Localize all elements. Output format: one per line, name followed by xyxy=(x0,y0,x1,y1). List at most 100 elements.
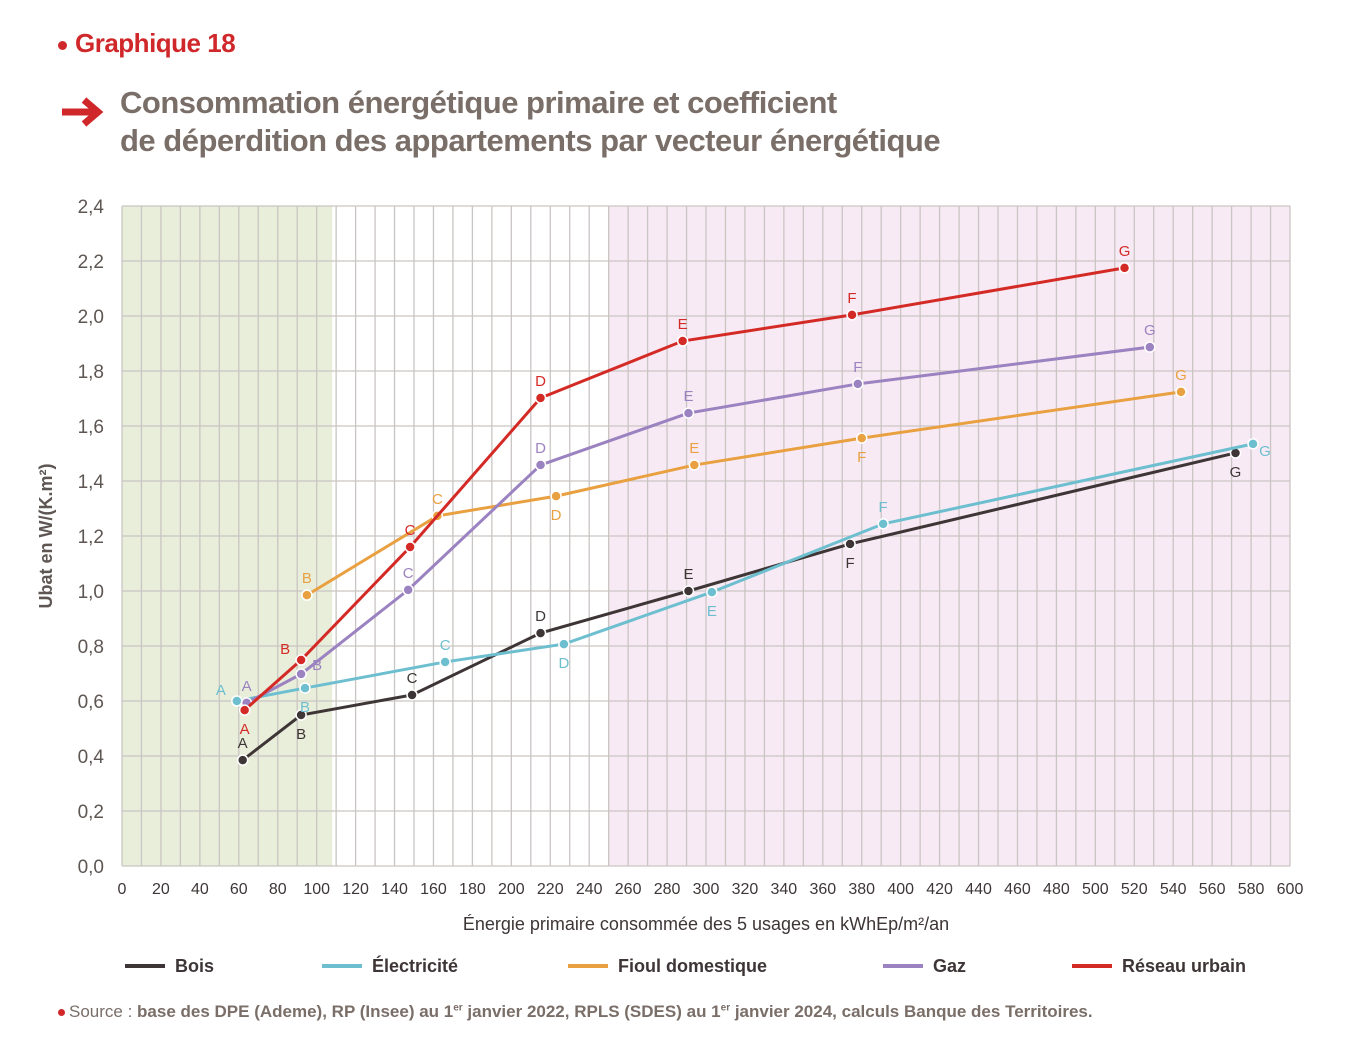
x-tick-label: 520 xyxy=(1121,881,1148,898)
data-point xyxy=(1175,386,1187,398)
point-label: F xyxy=(845,555,854,572)
point-label: C xyxy=(440,637,451,654)
data-point xyxy=(1247,438,1259,450)
data-point xyxy=(295,668,307,680)
x-tick-label: 400 xyxy=(887,881,914,898)
y-tick-label: 2,0 xyxy=(78,307,104,328)
data-point xyxy=(558,638,570,650)
point-label: D xyxy=(535,373,546,390)
data-point xyxy=(299,682,311,694)
data-point xyxy=(406,689,418,701)
data-point xyxy=(844,538,856,550)
point-label: B xyxy=(312,657,322,674)
y-tick-label: 1,2 xyxy=(78,527,104,548)
chart-title: Consommation énergétique primaire et coe… xyxy=(120,84,941,160)
x-tick-label: 20 xyxy=(152,881,170,898)
point-label: G xyxy=(1259,443,1271,460)
bullet-icon xyxy=(58,1009,65,1017)
data-point xyxy=(295,709,307,721)
y-axis-label: Ubat en W/(K.m²) xyxy=(36,464,56,609)
data-point xyxy=(550,490,562,502)
x-tick-label: 480 xyxy=(1043,881,1070,898)
y-tick-label: 0,6 xyxy=(78,692,104,713)
legend-label: Réseau urbain xyxy=(1122,956,1246,976)
data-point xyxy=(404,541,416,553)
y-tick-label: 0,2 xyxy=(78,802,104,823)
data-point xyxy=(301,589,313,601)
point-label: A xyxy=(242,678,252,695)
y-tick-label: 0,0 xyxy=(78,857,104,878)
legend-label: Bois xyxy=(175,956,214,976)
point-label: E xyxy=(689,440,699,457)
x-tick-label: 340 xyxy=(771,881,798,898)
point-label: E xyxy=(707,603,717,620)
x-tick-label: 160 xyxy=(420,881,447,898)
x-tick-label: 40 xyxy=(191,881,209,898)
data-point xyxy=(846,309,858,321)
x-tick-label: 380 xyxy=(848,881,875,898)
x-tick-label: 100 xyxy=(303,881,330,898)
point-label: G xyxy=(1175,367,1187,384)
data-point xyxy=(1144,341,1156,353)
x-tick-label: 580 xyxy=(1238,881,1265,898)
point-label: B xyxy=(300,699,310,716)
x-tick-label: 260 xyxy=(615,881,642,898)
data-point xyxy=(877,518,889,530)
x-tick-label: 360 xyxy=(809,881,836,898)
source-label: Source : xyxy=(69,1002,133,1021)
x-tick-label: 600 xyxy=(1277,881,1304,898)
point-label: G xyxy=(1144,322,1156,339)
data-point xyxy=(534,459,547,471)
point-label: D xyxy=(551,507,562,524)
data-point xyxy=(534,627,547,639)
source-text: janvier 2022, RPLS (SDES) au 1 xyxy=(462,1002,721,1021)
x-tick-label: 280 xyxy=(654,881,681,898)
point-label: D xyxy=(535,440,546,457)
data-point xyxy=(682,407,695,419)
x-tick-label: 120 xyxy=(342,881,369,898)
point-label: B xyxy=(302,570,312,587)
data-point xyxy=(238,704,251,716)
x-tick-label: 180 xyxy=(459,881,486,898)
data-point xyxy=(676,335,689,347)
point-label: B xyxy=(280,641,290,658)
legend-label: Fioul domestique xyxy=(618,956,767,976)
point-label: D xyxy=(558,655,569,672)
sup: er xyxy=(453,1002,463,1014)
y-tick-label: 1,0 xyxy=(78,582,104,603)
x-tick-label: 460 xyxy=(1004,881,1031,898)
data-point xyxy=(852,378,864,390)
point-label: A xyxy=(216,682,226,699)
data-point xyxy=(295,654,307,666)
sup: er xyxy=(720,1002,731,1014)
point-label: D xyxy=(535,608,546,625)
data-point xyxy=(439,656,451,668)
point-label: A xyxy=(238,735,248,752)
chart-number-text: Graphique 18 xyxy=(75,28,236,58)
arrow-right-icon xyxy=(62,97,104,127)
data-point xyxy=(534,392,547,404)
x-axis-label: Énergie primaire consommée des 5 usages … xyxy=(463,914,949,934)
x-tick-label: 220 xyxy=(537,881,564,898)
point-label: E xyxy=(683,566,693,583)
x-tick-label: 200 xyxy=(498,881,525,898)
point-label: G xyxy=(1230,464,1242,481)
data-point xyxy=(236,754,249,766)
y-tick-label: 2,2 xyxy=(78,252,104,273)
point-label: A xyxy=(240,721,250,738)
x-tick-label: 60 xyxy=(230,881,248,898)
y-tick-label: 0,4 xyxy=(78,747,105,768)
data-point xyxy=(231,695,243,707)
x-tick-label: 540 xyxy=(1160,881,1187,898)
x-tick-label: 420 xyxy=(926,881,953,898)
point-label: C xyxy=(407,670,418,687)
point-label: F xyxy=(879,499,888,516)
bullet-icon xyxy=(58,40,67,50)
y-tick-label: 2,4 xyxy=(78,197,105,218)
data-point xyxy=(855,432,868,444)
series-line-2 xyxy=(306,390,1182,597)
x-tick-label: 0 xyxy=(118,881,127,898)
point-label: F xyxy=(857,449,866,466)
title-line-1: Consommation énergétique primaire et coe… xyxy=(120,85,837,120)
